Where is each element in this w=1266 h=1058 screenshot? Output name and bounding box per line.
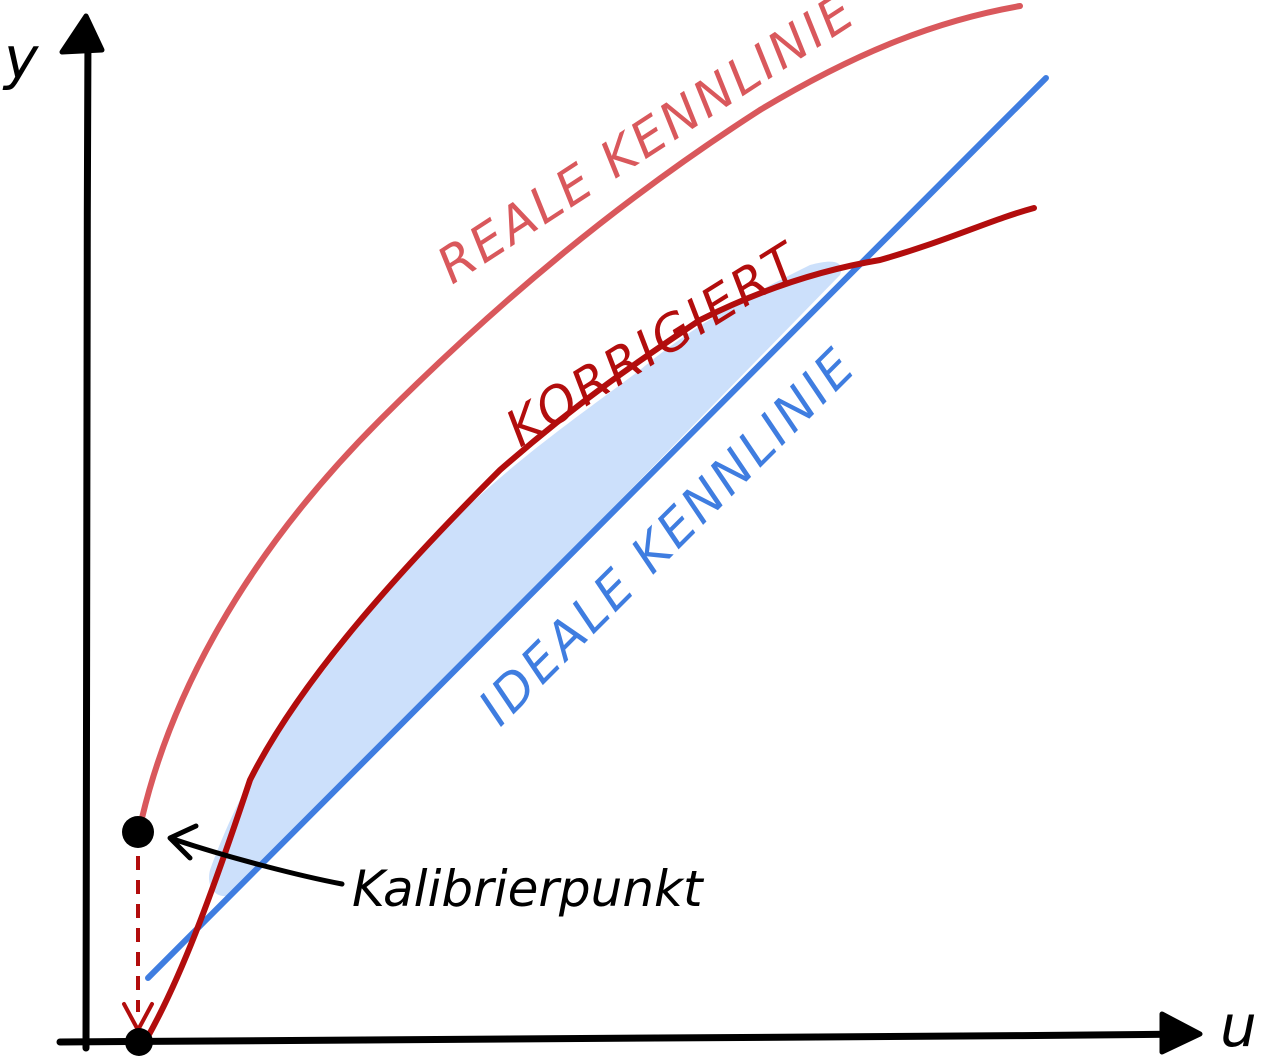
calibration-point-marker xyxy=(122,816,154,848)
calibration-point-axis-marker xyxy=(125,1028,153,1056)
y-axis-arrowhead xyxy=(62,16,102,52)
shaded-deviation-region xyxy=(209,262,841,897)
y-axis xyxy=(86,30,88,1048)
y-axis-label: y xyxy=(2,24,39,92)
real-characteristic-label: REALE KENNLINIE xyxy=(427,0,867,295)
x-axis xyxy=(60,1034,1190,1042)
x-axis-arrowhead xyxy=(1162,1014,1200,1052)
x-axis-label: u xyxy=(1220,992,1257,1058)
calibration-point-label: Kalibrierpunkt xyxy=(352,860,705,918)
